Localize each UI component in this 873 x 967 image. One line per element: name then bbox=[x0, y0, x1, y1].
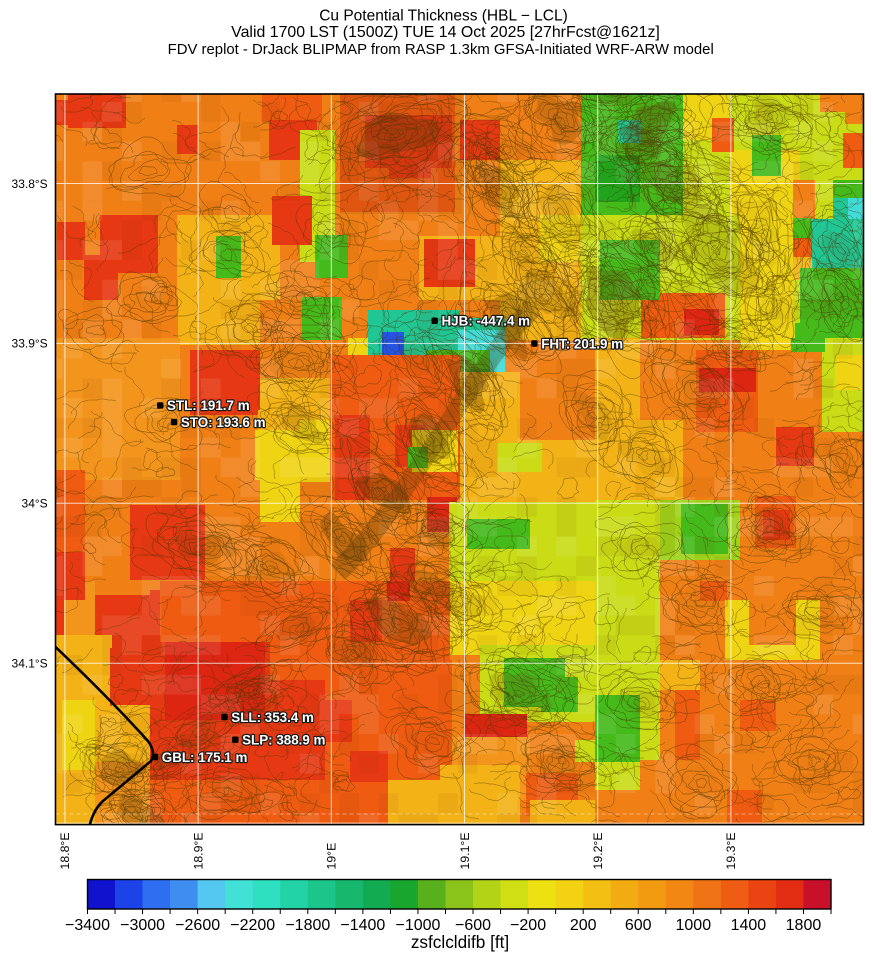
svg-text:600: 600 bbox=[625, 917, 652, 934]
svg-text:−1400: −1400 bbox=[340, 917, 385, 934]
svg-text:zsfclcldifb [ft]: zsfclcldifb [ft] bbox=[411, 932, 509, 952]
svg-text:FDV replot - DrJack BLIPMAP fr: FDV replot - DrJack BLIPMAP from RASP 1.… bbox=[168, 42, 714, 58]
svg-text:19°E: 19°E bbox=[325, 843, 339, 870]
svg-text:FHT: 201.9 m: FHT: 201.9 m bbox=[541, 336, 623, 351]
svg-text:18.8°E: 18.8°E bbox=[58, 832, 72, 869]
svg-text:−3000: −3000 bbox=[120, 917, 165, 934]
svg-text:1000: 1000 bbox=[676, 917, 712, 934]
svg-text:−200: −200 bbox=[510, 917, 546, 934]
svg-text:34.1°S: 34.1°S bbox=[12, 657, 48, 671]
svg-text:SLP: 388.9 m: SLP: 388.9 m bbox=[242, 733, 325, 748]
svg-text:−2600: −2600 bbox=[175, 917, 220, 934]
svg-text:33.8°S: 33.8°S bbox=[12, 177, 48, 191]
svg-text:−2200: −2200 bbox=[230, 917, 275, 934]
svg-text:−1000: −1000 bbox=[395, 917, 440, 934]
svg-text:19.2°E: 19.2°E bbox=[591, 832, 605, 869]
svg-text:33.9°S: 33.9°S bbox=[12, 337, 48, 351]
svg-text:−1800: −1800 bbox=[285, 917, 330, 934]
svg-text:200: 200 bbox=[570, 917, 597, 934]
svg-text:STO: 193.6 m: STO: 193.6 m bbox=[181, 415, 266, 430]
svg-text:18.9°E: 18.9°E bbox=[191, 832, 205, 869]
svg-text:GBL: 175.1 m: GBL: 175.1 m bbox=[162, 750, 248, 765]
svg-text:Valid 1700 LST (1500Z) TUE 14: Valid 1700 LST (1500Z) TUE 14 Oct 2025 [… bbox=[231, 24, 660, 41]
svg-text:STL: 191.7 m: STL: 191.7 m bbox=[167, 398, 250, 413]
svg-text:1400: 1400 bbox=[731, 917, 767, 934]
svg-text:−3400: −3400 bbox=[65, 917, 110, 934]
svg-text:HJB: -447.4 m: HJB: -447.4 m bbox=[442, 314, 531, 329]
svg-text:1800: 1800 bbox=[786, 917, 822, 934]
svg-text:Cu Potential Thickness (HBL −: Cu Potential Thickness (HBL − LCL) bbox=[319, 8, 568, 25]
svg-text:SLL: 353.4 m: SLL: 353.4 m bbox=[231, 710, 314, 725]
svg-text:−600: −600 bbox=[455, 917, 491, 934]
svg-text:19.3°E: 19.3°E bbox=[724, 832, 738, 869]
svg-text:34°S: 34°S bbox=[22, 497, 48, 511]
svg-text:19.1°E: 19.1°E bbox=[458, 832, 472, 869]
